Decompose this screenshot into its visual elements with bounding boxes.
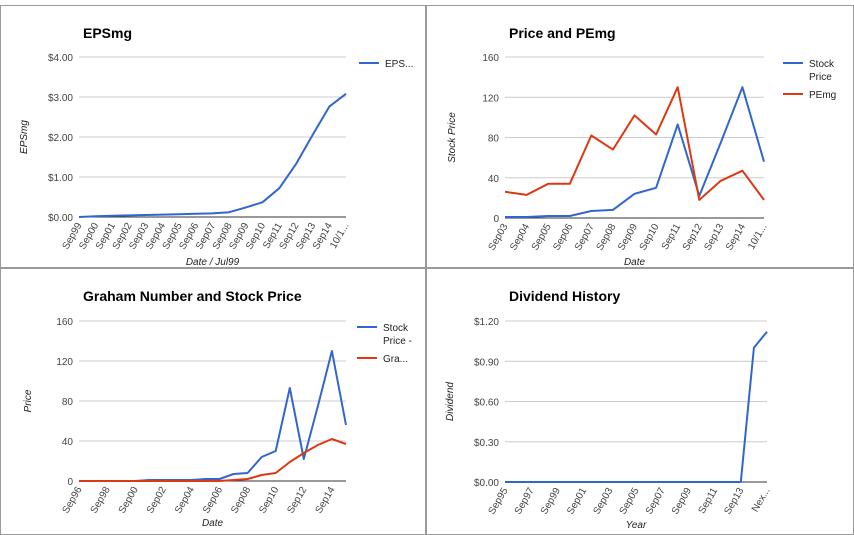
chart-epsmg: EPSmg$0.00$1.00$2.00$3.00$4.00Sep99Sep00… bbox=[19, 25, 413, 267]
x-tick-label: Sep03 bbox=[591, 486, 615, 517]
y-tick-label: 40 bbox=[62, 437, 74, 448]
y-tick-label: 120 bbox=[482, 93, 499, 104]
legend-label-line: Price bbox=[809, 72, 832, 83]
x-tick-label: Sep05 bbox=[530, 222, 554, 253]
x-tick-label: Sep14 bbox=[724, 222, 748, 253]
x-tick-label: Sep10 bbox=[638, 222, 662, 253]
y-tick-label: 160 bbox=[482, 53, 499, 64]
chart-panel-graham: Graham Number and Stock Price 0 40 80 120 160… bbox=[0, 268, 426, 535]
y-tick-label: 0 bbox=[493, 214, 499, 225]
y-tick-label: $4.00 bbox=[48, 53, 73, 64]
y-tick-label: $0.00 bbox=[474, 478, 499, 489]
y-axis-label: Dividend bbox=[445, 382, 456, 421]
chart-panel-epsmg: EPSmg $0.00 $1.00 $2.00 $3.00 $4.00 Sep99 Sep00… bbox=[0, 5, 426, 268]
y-tick-label: $2.00 bbox=[48, 133, 73, 144]
x-tick-label: Sep08 bbox=[229, 485, 253, 516]
y-tick-label: 160 bbox=[56, 317, 73, 328]
x-axis-label: Date bbox=[624, 257, 646, 267]
x-axis-label: Date / Jul99 bbox=[186, 257, 240, 267]
legend-label: Stock Price - bbox=[383, 323, 412, 347]
legend-label-line: Stock bbox=[809, 59, 835, 70]
x-tick-label: Sep07 bbox=[644, 486, 668, 517]
legend-label-line: Price - bbox=[383, 336, 412, 347]
x-tick-label: Sep02 bbox=[145, 485, 169, 516]
chart-title: EPSmg bbox=[83, 25, 132, 41]
x-tick-label: Sep10 bbox=[257, 485, 281, 516]
y-tick-label: $0.00 bbox=[48, 213, 73, 224]
y-tick-label: 40 bbox=[488, 174, 500, 185]
y-axis-label: Price bbox=[23, 389, 34, 412]
y-tick-label: 120 bbox=[56, 357, 73, 368]
series-line bbox=[79, 350, 347, 482]
x-tick-label: Sep00 bbox=[117, 485, 141, 516]
y-tick-label: $0.30 bbox=[474, 438, 499, 449]
y-axis-label: EPSmg bbox=[19, 120, 30, 154]
x-tick-label: Sep13 bbox=[722, 486, 746, 517]
x-axis-label: Date bbox=[202, 518, 224, 529]
legend-label-line: Stock bbox=[383, 323, 409, 334]
chart-panel-price-pemg: Price and PEmg 0 40 80 120 160 Sep03 Sep04 Sep05… bbox=[426, 5, 854, 268]
y-tick-label: 80 bbox=[62, 397, 74, 408]
series-line bbox=[504, 86, 765, 201]
x-tick-label: Sep05 bbox=[618, 486, 642, 517]
x-tick-label: 10/1... bbox=[746, 222, 769, 252]
x-tick-label: Sep06 bbox=[551, 222, 575, 253]
series-line bbox=[78, 93, 347, 218]
x-tick-label: Sep09 bbox=[670, 486, 694, 517]
series-line bbox=[505, 331, 768, 483]
y-tick-label: $0.90 bbox=[474, 357, 499, 368]
chart-title: Graham Number and Stock Price bbox=[83, 288, 302, 304]
x-tick-label: Sep08 bbox=[595, 222, 619, 253]
x-tick-label: Sep14 bbox=[314, 485, 338, 516]
legend-label: PEmg bbox=[809, 90, 836, 101]
x-tick-label: Sep03 bbox=[487, 222, 511, 253]
series-line bbox=[505, 86, 765, 218]
x-tick-label: Sep12 bbox=[285, 485, 309, 516]
y-tick-label: $3.00 bbox=[48, 93, 73, 104]
x-tick-label: Sep06 bbox=[201, 485, 225, 516]
x-tick-label: Sep01 bbox=[565, 486, 589, 517]
x-axis-label: Year bbox=[626, 520, 647, 531]
series-line bbox=[79, 438, 347, 482]
x-tick-label: Sep13 bbox=[702, 222, 726, 253]
chart-panel-dividend: Dividend History $0.00 $0.30 $0.60 $0.90 $1.2… bbox=[426, 268, 854, 535]
x-tick-label: Sep04 bbox=[508, 222, 532, 253]
chart-price-pemg: Price and PEmg 0 40 80 120 160 Sep03Sep04Sep05… bbox=[447, 25, 836, 267]
y-tick-label: $1.20 bbox=[474, 317, 499, 328]
chart-dividend: Dividend History $0.00 $0.30 $0.60 $0.90 $1.2… bbox=[445, 288, 773, 531]
x-tick-label: Sep97 bbox=[513, 486, 537, 517]
legend-label: Gra... bbox=[383, 354, 408, 365]
x-tick-label: Sep95 bbox=[487, 486, 511, 517]
legend-label: EPS... bbox=[385, 59, 413, 70]
x-tick-label: Sep07 bbox=[573, 222, 597, 253]
chart-graham: Graham Number and Stock Price 0 40 80 120 160… bbox=[23, 288, 412, 529]
y-tick-label: $0.60 bbox=[474, 398, 499, 409]
x-tick-label: Nex... bbox=[750, 486, 773, 514]
chart-title: Price and PEmg bbox=[509, 25, 616, 41]
y-tick-label: $1.00 bbox=[48, 173, 73, 184]
x-tick-label: Sep12 bbox=[681, 222, 705, 253]
x-tick-label: Sep11 bbox=[697, 486, 721, 516]
x-tick-label: Sep99 bbox=[539, 486, 563, 517]
legend-label: Stock Price bbox=[809, 59, 835, 83]
chart-title: Dividend History bbox=[509, 288, 620, 304]
x-tick-label: Sep04 bbox=[173, 485, 197, 516]
y-tick-label: 0 bbox=[67, 477, 73, 488]
x-tick-label: Sep98 bbox=[89, 485, 113, 516]
y-axis-label: Stock Price bbox=[447, 112, 458, 163]
x-tick-label: Sep96 bbox=[61, 485, 85, 516]
y-tick-label: 80 bbox=[488, 134, 500, 145]
x-tick-label: Sep09 bbox=[616, 222, 640, 253]
